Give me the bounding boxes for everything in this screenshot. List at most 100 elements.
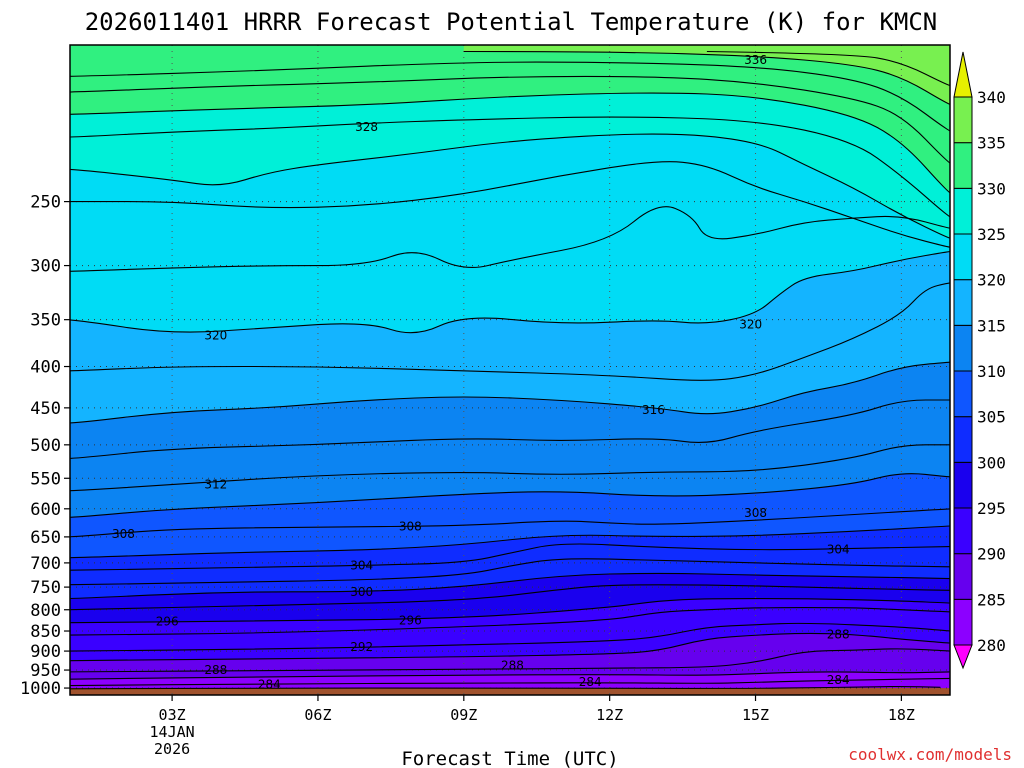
contour-label: 288: [501, 659, 524, 673]
band-332: [70, 45, 950, 164]
y-tick-label: 400: [30, 358, 61, 378]
contour-line-298: [70, 584, 950, 611]
contour-label: 300: [350, 585, 373, 599]
colorbar-over-arrow: [953, 51, 973, 98]
colorbar-label: 290: [977, 545, 1006, 564]
plot-frame: [69, 44, 951, 696]
band-336: [463, 45, 950, 105]
contour-label: 296: [399, 614, 422, 628]
colorbar-label: 295: [977, 499, 1006, 518]
colorbar-label: 320: [977, 271, 1006, 290]
y-tick-label: 1000: [20, 679, 61, 699]
band-338: [706, 45, 950, 86]
pressure-axis: 2503003504004505005506006507007508008509…: [20, 193, 70, 699]
time-axis: 03Z 06Z 09Z 12Z 15Z 18Z: [159, 695, 915, 724]
contour-label: 288: [204, 663, 227, 677]
colorbar-segment: [953, 507, 973, 555]
colorbar-segment: [953, 233, 973, 281]
y-tick-label: 600: [30, 500, 61, 520]
colorbar-label: 280: [977, 636, 1006, 655]
contour-line-334: [70, 61, 950, 132]
contour-line-284: [70, 677, 950, 687]
contour-label: 328: [355, 120, 378, 134]
contour-line-290: [70, 632, 950, 662]
ground-surface: [70, 688, 950, 695]
contour-label: 320: [739, 318, 762, 332]
y-tick-label: 450: [30, 399, 61, 419]
date-label-day: 14JAN: [150, 723, 195, 741]
chart-title: 2026011401 HRRR Forecast Potential Tempe…: [85, 8, 938, 36]
contour-line-314: [70, 399, 950, 459]
plot-area: 284 284 284 288 288 288 292 296 296 300 304 304 308 3…: [70, 45, 950, 695]
dotted-grid: [70, 45, 950, 695]
x-tick-label: 06Z: [304, 706, 331, 724]
contour-line-318: [70, 282, 950, 381]
contour-line-286: [70, 671, 950, 680]
contour-label: 312: [204, 478, 227, 492]
contour-lines: [70, 50, 950, 690]
y-tick-label: 850: [30, 622, 61, 642]
contour-label: 284: [258, 678, 281, 692]
colorbar-label: 340: [977, 88, 1006, 107]
contour-line-316: [70, 361, 950, 424]
contour-label: 308: [744, 506, 767, 520]
contour-line-306: [70, 525, 950, 559]
colorbar-segment: [953, 324, 973, 372]
contour-line-294: [70, 607, 950, 636]
colorbar: 280 285 290 295 300 305 310 315 320 325 330 335 340: [953, 51, 1006, 670]
x-tick-label: 18Z: [888, 706, 915, 724]
contour-line-288: [70, 648, 950, 673]
contour-label: 304: [350, 558, 373, 572]
colorbar-label: 315: [977, 316, 1006, 335]
x-tick-label: 03Z: [159, 706, 186, 724]
colorbar-segment: [953, 553, 973, 600]
x-tick-label: 12Z: [596, 706, 623, 724]
contour-line-302: [70, 558, 950, 586]
x-tick-label: 09Z: [450, 706, 477, 724]
contour-line-312: [70, 444, 950, 492]
y-tick-label: 900: [30, 642, 61, 662]
contour-label: 288: [827, 627, 850, 641]
contour-label: 304: [827, 543, 850, 557]
x-tick-label: 15Z: [742, 706, 769, 724]
colorbar-segment: [953, 279, 973, 326]
colorbar-label: 310: [977, 362, 1006, 381]
y-tick-label: 300: [30, 257, 61, 277]
contour-line-322: [70, 206, 950, 272]
contour-labels: 284 284 284 288 288 288 292 296 296 300 304 304 308 3…: [112, 53, 850, 692]
contour-label: 292: [350, 640, 373, 654]
y-tick-label: 650: [30, 528, 61, 548]
colorbar-label: 325: [977, 225, 1006, 244]
colorbar-segment: [953, 142, 973, 189]
contour-line-320: [70, 250, 950, 334]
contour-line-330: [70, 92, 950, 194]
contour-line-336: [463, 50, 950, 106]
contour-label: 308: [112, 527, 135, 541]
colorbar-segment: [953, 187, 973, 235]
colorbar-label: 335: [977, 134, 1006, 153]
y-tick-label: 350: [30, 311, 61, 331]
contour-line-324: [70, 161, 950, 248]
contour-label: 284: [579, 675, 602, 689]
contour-line-332: [70, 75, 950, 164]
colorbar-segment: [953, 370, 973, 418]
colorbar-label: 285: [977, 590, 1006, 609]
contour-label: 316: [642, 403, 665, 417]
colorbar-segment: [953, 598, 973, 646]
y-tick-label: 500: [30, 436, 61, 456]
contour-label: 296: [156, 614, 179, 628]
colorbar-segment: [953, 416, 973, 463]
contour-line-308: [70, 508, 950, 538]
colorbar-under-arrow: [953, 644, 973, 670]
contour-label: 336: [744, 53, 767, 67]
contour-label: 308: [399, 519, 422, 533]
contour-line-304: [70, 543, 950, 571]
band-334: [70, 45, 950, 131]
contour-label: 320: [204, 328, 227, 342]
contour-line-326: [70, 133, 950, 239]
date-label-year: 2026: [154, 740, 190, 758]
y-tick-label: 800: [30, 601, 61, 621]
colorbar-segment: [953, 461, 973, 509]
contour-line-328: [70, 116, 950, 218]
